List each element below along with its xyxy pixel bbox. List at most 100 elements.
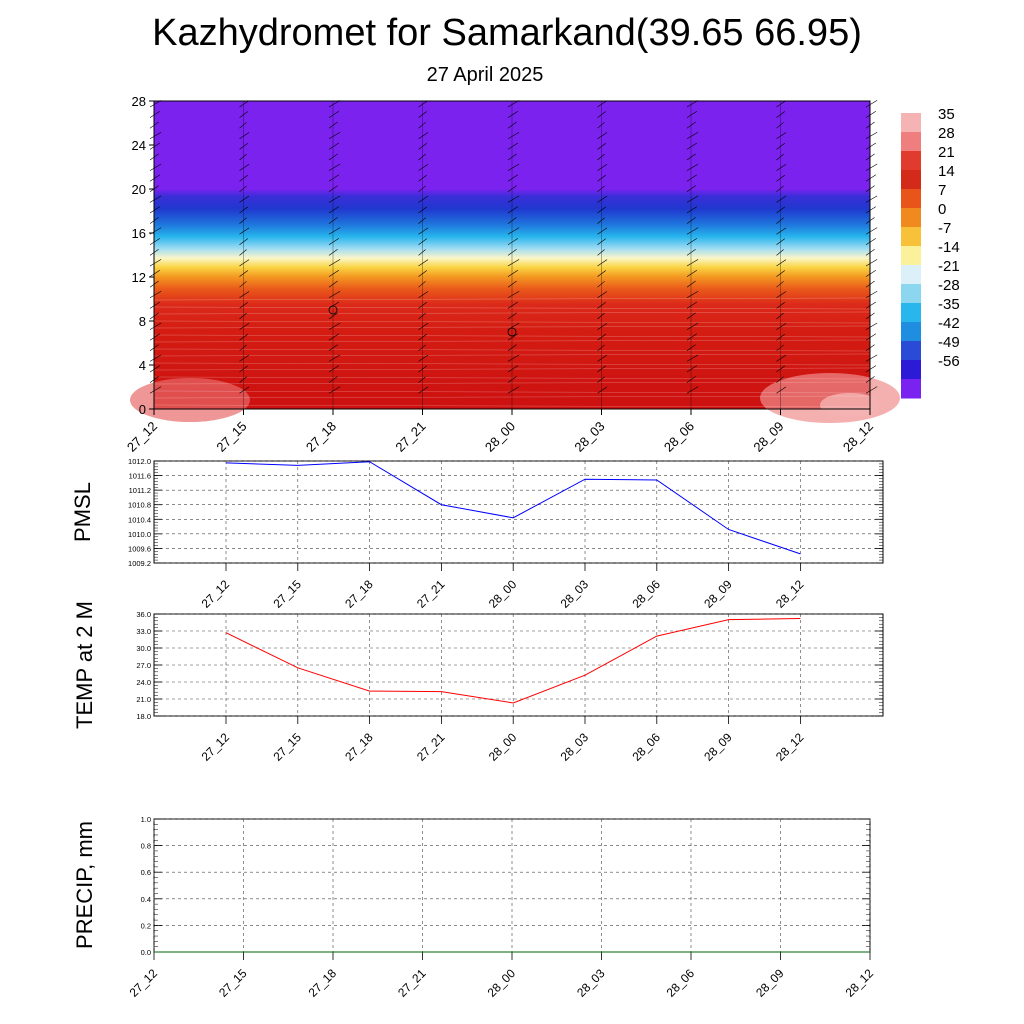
x-tick-label: 27_21: [414, 577, 448, 611]
wind-barb: [149, 100, 162, 108]
wind-barb: [328, 142, 340, 150]
colorbar-label: -7: [938, 220, 951, 237]
wind-barb: [597, 386, 608, 394]
y-tick-label: 4: [139, 358, 146, 373]
y-tick-label: 1009.2: [128, 559, 151, 568]
wind-barb: [686, 365, 698, 373]
colorbar-label: 35: [938, 106, 955, 123]
wind-barb: [865, 206, 877, 214]
wind-barb: [776, 185, 784, 193]
wind-barb: [149, 195, 162, 203]
wind-barb: [328, 163, 341, 171]
colorbar-swatch: [901, 303, 921, 323]
wind-barb: [418, 153, 426, 161]
wind-barb: [865, 333, 877, 341]
wind-barb: [776, 344, 784, 352]
x-tick-label: 27_15: [216, 966, 250, 1000]
wind-barb: [865, 238, 877, 246]
x-tick-label: 28_06: [629, 730, 663, 764]
wind-barb: [865, 227, 878, 235]
x-tick-label: 28_12: [843, 966, 877, 1000]
y-tick-label: 1011.2: [129, 486, 151, 495]
wind-barb: [328, 121, 338, 129]
y-tick-label: 24.0: [136, 678, 151, 687]
wind-barb: [418, 259, 429, 267]
wind-barb: [686, 333, 698, 341]
wind-barb: [507, 153, 517, 161]
wind-barb: [597, 227, 608, 235]
calm-wind-marker: [328, 305, 338, 315]
y-tick-label: 0.8: [141, 842, 151, 851]
colorbar-label: -21: [938, 258, 960, 275]
wind-barb: [418, 281, 426, 288]
y-tick-label: 12: [132, 270, 146, 285]
x-tick-label: 27_15: [213, 419, 249, 455]
wind-barb: [418, 323, 429, 330]
wind-barb: [597, 164, 608, 171]
wind-barb: [239, 164, 250, 171]
x-tick-label: 27_21: [395, 966, 429, 1000]
wind-barb: [328, 333, 340, 341]
wind-barb: [686, 290, 699, 299]
y-tick-label: 0.6: [141, 868, 151, 877]
wind-barb: [686, 131, 699, 140]
wind-barb: [686, 269, 698, 277]
y-tick-label: 36.0: [136, 610, 151, 619]
wind-barb: [328, 195, 341, 203]
wind-barb: [865, 142, 877, 150]
x-tick-label: 28_00: [482, 419, 518, 455]
wind-barb: [597, 281, 605, 288]
wind-barb: [149, 163, 162, 171]
wind-barb: [686, 195, 699, 203]
wind-barb: [597, 195, 608, 203]
colorbar-swatch: [901, 227, 921, 247]
wind-barb: [776, 291, 787, 299]
wind-barb: [507, 100, 520, 108]
wind-barb: [239, 323, 250, 330]
colorbar-swatch: [901, 113, 921, 133]
colorbar-swatch: [901, 322, 921, 342]
wind-barb: [418, 227, 429, 235]
y-tick-label: 18.0: [136, 712, 151, 721]
wind-barb: [507, 195, 520, 203]
colorbar-swatch: [901, 341, 921, 361]
wind-barb: [328, 227, 341, 235]
wind-barb: [149, 269, 161, 277]
wind-barb: [597, 185, 605, 193]
heatmap-warm-cell: [130, 378, 250, 422]
colorbar-label: -14: [938, 239, 960, 256]
x-tick-label: 28_00: [485, 966, 519, 1000]
wind-barb: [865, 131, 878, 140]
wind-barb: [239, 132, 250, 140]
wind-barb: [507, 217, 517, 224]
x-tick-label: 28_09: [701, 730, 735, 764]
wind-barb: [328, 312, 338, 320]
x-tick-label: 27_18: [342, 730, 376, 764]
colorbar-swatch: [901, 360, 921, 380]
wind-barb: [149, 290, 162, 299]
y-tick-label: 1010.8: [128, 501, 151, 510]
wind-barb: [686, 227, 699, 235]
wind-barb: [507, 269, 519, 277]
wind-barb: [418, 100, 429, 108]
wind-barb: [597, 122, 605, 129]
x-tick-label: 28_00: [486, 577, 520, 611]
wind-barb: [686, 110, 698, 118]
x-tick-label: 28_03: [558, 577, 592, 611]
colorbar-swatch: [901, 246, 921, 266]
wind-barb: [686, 354, 699, 362]
panel-frame: [153, 460, 884, 564]
chart-subtitle: 27 April 2025: [426, 64, 544, 86]
wind-barb: [418, 344, 426, 352]
wind-barb: [597, 344, 605, 352]
wind-barb: [328, 131, 341, 140]
wind-barb: [149, 322, 162, 330]
y-tick-label: 33.0: [136, 627, 151, 636]
wind-barb: [507, 333, 519, 341]
colorbar-label: -42: [938, 315, 960, 332]
wind-barb: [149, 174, 161, 182]
wind-barb: [239, 354, 250, 362]
wind-barb: [597, 312, 605, 320]
wind-barb: [149, 206, 161, 214]
wind-barb: [865, 163, 878, 171]
